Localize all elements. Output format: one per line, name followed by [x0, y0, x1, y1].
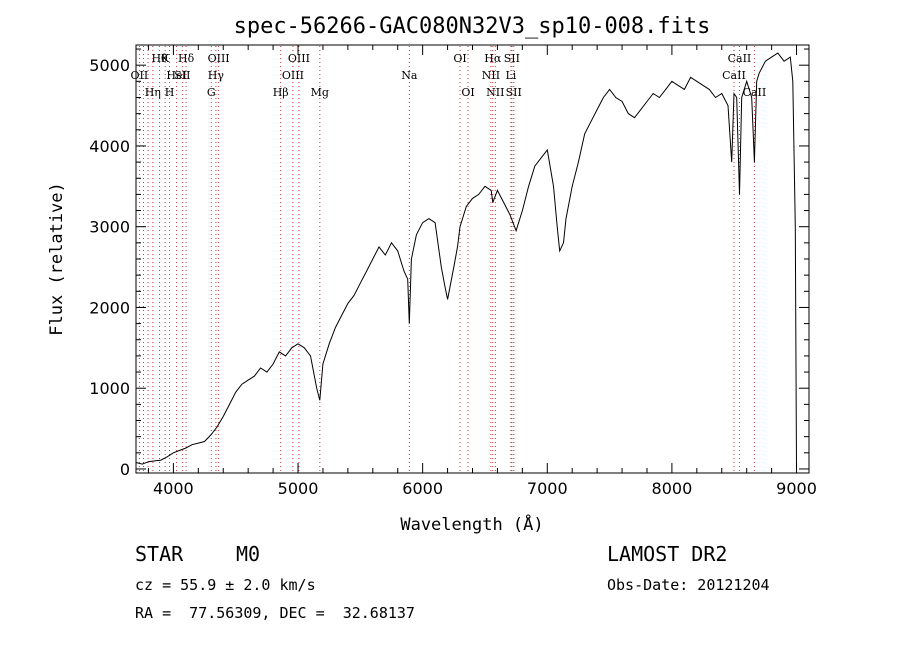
line-marker-label: OI	[461, 86, 474, 99]
object-subclass: M0	[236, 542, 261, 566]
line-marker-label: Hθ	[151, 52, 168, 65]
observation-date: Obs-Date: 20121204	[607, 576, 770, 594]
line-marker-label: Li	[505, 69, 516, 82]
x-axis-ticks: 4000 5000 6000 7000 8000 9000	[147, 45, 817, 498]
line-marker-label: H	[165, 86, 175, 99]
line-marker-label: OI	[453, 52, 466, 65]
line-marker-label: Mg	[311, 86, 329, 99]
sky-coordinates: RA = 77.56309, DEC = 32.68137	[135, 604, 415, 622]
chart-title: spec-56266-GAC080N32V3_sp10-008.fits	[234, 14, 711, 39]
line-marker-label: SII	[174, 69, 190, 82]
y-tick-label: 5000	[89, 56, 130, 75]
x-axis-label: Wavelength (Å)	[400, 513, 543, 535]
line-marker-label: OIII	[288, 52, 310, 65]
line-marker-label: Hη	[145, 86, 161, 99]
line-marker-label: Na	[401, 69, 418, 82]
y-tick-label: 3000	[89, 218, 130, 237]
line-marker-label: G	[207, 86, 216, 99]
redshift-velocity: cz = 55.9 ± 2.0 km/s	[135, 576, 316, 594]
y-tick-label: 0	[120, 460, 130, 479]
y-tick-label: 4000	[89, 137, 130, 156]
x-tick-label: 9000	[776, 479, 817, 498]
y-axis-label: Flux (relative)	[47, 182, 67, 336]
line-marker-label: NII	[486, 86, 504, 99]
emission-line-labels: OIIHηHθKHHeISIIHδGHγOIIIHβOIIIOIIIMgNaOI…	[131, 52, 767, 99]
survey-name: LAMOST DR2	[607, 542, 728, 566]
x-tick-label: 4000	[153, 479, 194, 498]
y-tick-label: 1000	[89, 379, 130, 398]
line-marker-label: Hγ	[208, 69, 225, 82]
line-marker-label: Hβ	[273, 86, 289, 99]
line-marker-label: SII	[506, 86, 522, 99]
emission-line-markers	[138, 46, 755, 472]
line-marker-label: OII	[131, 69, 149, 82]
x-tick-label: 5000	[278, 479, 319, 498]
line-marker-label: OIII	[208, 52, 230, 65]
line-marker-label: CaII	[743, 86, 767, 99]
line-marker-label: SII	[504, 52, 520, 65]
line-marker-label: Hα	[484, 52, 502, 65]
plot-frame	[135, 44, 810, 474]
y-axis-ticks: 0 1000 2000 3000 4000 5000	[89, 48, 809, 479]
x-tick-label: 8000	[652, 479, 693, 498]
x-tick-label: 6000	[402, 479, 443, 498]
line-marker-label: NII	[482, 69, 500, 82]
line-marker-label: CaII	[728, 52, 752, 65]
line-marker-label: Hδ	[178, 52, 195, 65]
object-class: STAR	[135, 542, 184, 566]
spectrum-flux-line	[135, 52, 797, 470]
y-tick-label: 2000	[89, 298, 130, 317]
line-marker-label: OIII	[282, 69, 304, 82]
line-marker-label: CaII	[722, 69, 746, 82]
line-marker-label: K	[161, 52, 170, 65]
x-tick-label: 7000	[527, 479, 568, 498]
line-marker-label: HeI	[166, 69, 186, 82]
